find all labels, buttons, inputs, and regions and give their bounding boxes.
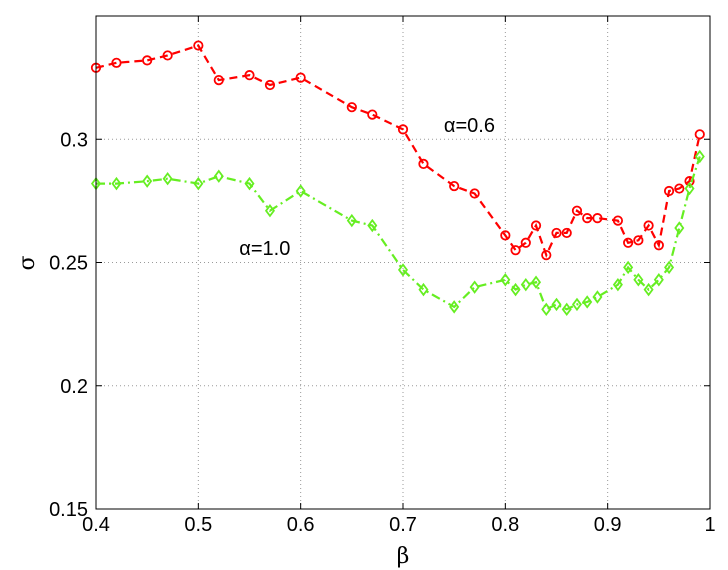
series-2 [90,149,705,317]
data-point [397,124,409,135]
data-point [561,302,572,317]
data-point [510,282,521,297]
data-point [418,158,429,169]
data-point [264,79,276,91]
data-point [193,40,204,51]
x-tick-label: 0.5 [184,514,212,536]
x-tick-label: 0.7 [389,514,417,536]
data-point [142,174,153,188]
data-point [592,290,603,304]
data-point [111,176,122,191]
data-point [500,230,511,241]
y-tick-label: 0.2 [60,376,88,398]
data-point [653,273,664,287]
data-point [623,237,634,248]
data-point [346,213,357,228]
data-point [674,221,685,235]
data-point [531,275,542,289]
x-tick-label: 0.9 [594,514,622,536]
data-point [684,176,695,187]
data-point [418,282,429,297]
data-point [633,235,644,246]
x-axis-label: β [397,544,410,569]
data-point [643,220,654,231]
data-point [643,282,654,297]
data-point [541,250,552,261]
data-point [162,171,173,186]
data-point [244,70,255,81]
data-point [264,204,275,218]
data-point [541,302,552,317]
data-point [551,297,562,312]
data-point [612,215,624,226]
data-point [674,183,685,194]
data-point [367,109,378,120]
axis-ticks: 0.4 0.5 0.6 0.7 0.8 0.9 1 0.15 0.2 0.25 0.3 [49,16,716,536]
annotation-alpha-0-6: α=0.6 [444,115,495,137]
y-axis-label: σ [15,255,40,270]
data-point [623,260,634,275]
data-point [213,169,224,183]
y-tick-label: 0.25 [49,253,88,275]
annotation-alpha-1-0: α=1.0 [239,238,290,260]
data-point [244,176,255,191]
data-point [664,260,675,275]
series-line [95,44,701,259]
x-tick-label: 0.6 [287,514,315,536]
data-point [397,263,409,277]
data-point [582,213,593,224]
data-point [449,180,460,192]
data-point [551,227,562,239]
y-tick-label: 0.15 [49,499,88,521]
data-point [295,184,306,198]
data-point [633,273,644,287]
data-series [90,40,705,317]
data-point [449,300,460,314]
data-point [612,277,623,292]
data-point [469,188,480,199]
data-point [530,220,542,231]
data-point [510,245,521,256]
data-point [142,55,153,66]
data-point [111,57,122,68]
data-point [694,149,705,164]
data-point [162,50,173,61]
x-tick-label: 1 [704,514,715,536]
data-point [193,176,204,191]
data-point [582,295,593,309]
data-point [295,72,306,83]
data-point [346,102,357,113]
series-line [96,156,701,311]
data-point [571,297,582,312]
data-point [520,237,531,248]
x-tick-label: 0.8 [491,514,519,536]
data-point [653,240,664,251]
y-tick-label: 0.3 [60,129,88,151]
data-point [213,74,224,86]
data-point [694,129,705,140]
data-point [571,205,583,216]
data-point [663,185,675,197]
data-point [469,280,480,294]
data-point [561,227,572,239]
x-tick-label: 0.4 [82,514,110,536]
data-point [367,218,378,233]
data-point [500,273,511,287]
data-point [592,213,603,224]
data-point [520,277,531,292]
series-1 [90,40,705,261]
data-point [684,181,695,196]
